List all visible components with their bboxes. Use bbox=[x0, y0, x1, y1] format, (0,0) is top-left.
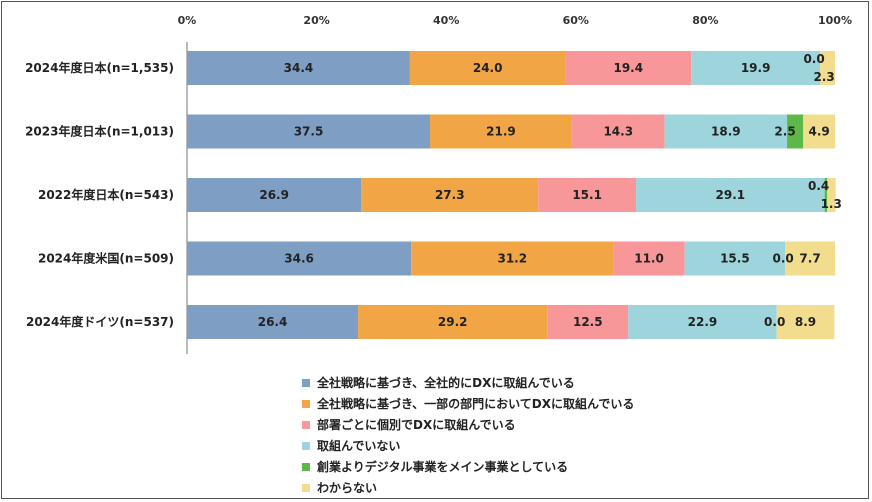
legend-label: 取組んでいない bbox=[317, 439, 401, 453]
legend-swatch bbox=[302, 399, 310, 408]
bar-segment bbox=[411, 241, 614, 276]
x-tick-label: 0% bbox=[178, 14, 197, 27]
data-label: 26.4 bbox=[258, 315, 288, 329]
bar-segment bbox=[187, 178, 362, 212]
x-tick-label: 60% bbox=[563, 14, 589, 27]
bar-segment bbox=[776, 305, 835, 339]
bar-segment bbox=[538, 178, 637, 212]
data-label: 1.3 bbox=[821, 197, 842, 211]
bar-segment bbox=[187, 305, 359, 339]
bar-segment bbox=[547, 305, 629, 339]
legend-item: 創業よりデジタル事業をメイン事業としている bbox=[302, 456, 634, 477]
legend-swatch bbox=[302, 462, 310, 471]
legend-item: わからない bbox=[302, 477, 634, 498]
legend-item: 全社戦略に基づき、一部の部門においてDXに取組んでいる bbox=[302, 393, 634, 414]
data-label: 31.2 bbox=[497, 252, 527, 266]
bar-segment bbox=[571, 114, 665, 149]
bar-segment bbox=[803, 114, 835, 149]
bar-segment bbox=[187, 51, 410, 85]
data-label: 18.9 bbox=[711, 125, 741, 139]
data-label: 27.3 bbox=[435, 188, 465, 202]
bar-segment bbox=[785, 241, 835, 276]
bar-segment bbox=[409, 51, 566, 85]
bar-segment bbox=[187, 114, 430, 149]
data-label: 4.9 bbox=[808, 125, 829, 139]
category-label: 2022年度日本(n=543) bbox=[38, 187, 174, 202]
bar-segment bbox=[613, 241, 685, 276]
data-label: 24.0 bbox=[473, 61, 503, 75]
data-label: 0.0 bbox=[764, 315, 785, 329]
bar-segment bbox=[636, 178, 825, 212]
legend-swatch bbox=[302, 420, 310, 429]
legend-label: わからない bbox=[317, 481, 378, 495]
data-label: 34.6 bbox=[284, 252, 314, 266]
category-label: 2024年度米国(n=509) bbox=[38, 251, 174, 266]
category-label: 2023年度日本(n=1,013) bbox=[25, 124, 174, 139]
data-label: 8.9 bbox=[795, 315, 816, 329]
data-label: 7.7 bbox=[799, 252, 820, 266]
bar-segment bbox=[358, 305, 548, 339]
x-tick-label: 100% bbox=[818, 14, 852, 27]
bar-segment bbox=[664, 114, 788, 149]
data-label: 22.9 bbox=[688, 315, 718, 329]
category-label: 2024年度ドイツ(n=537) bbox=[26, 314, 174, 329]
data-label: 11.0 bbox=[634, 252, 664, 266]
legend-swatch bbox=[302, 441, 310, 450]
bar-segment bbox=[824, 178, 828, 212]
legend-swatch bbox=[302, 378, 310, 387]
bar-segment bbox=[361, 178, 539, 212]
legend-item: 全社戦略に基づき、全社的にDXに取組んでいる bbox=[302, 372, 634, 393]
data-label: 0.0 bbox=[772, 252, 793, 266]
bar-segment bbox=[430, 114, 572, 149]
legend: 全社戦略に基づき、全社的にDXに取組んでいる全社戦略に基づき、一部の部門において… bbox=[302, 372, 634, 498]
x-tick-label: 20% bbox=[303, 14, 329, 27]
data-label: 29.2 bbox=[438, 315, 468, 329]
data-label: 12.5 bbox=[573, 315, 603, 329]
data-label: 34.4 bbox=[284, 61, 314, 75]
category-label: 2024年度日本(n=1,535) bbox=[25, 60, 174, 75]
data-label: 14.3 bbox=[603, 125, 633, 139]
data-label: 29.1 bbox=[716, 188, 746, 202]
legend-item: 取組んでいない bbox=[302, 435, 634, 456]
data-label: 21.9 bbox=[486, 125, 516, 139]
x-tick-label: 80% bbox=[692, 14, 718, 27]
legend-label: 創業よりデジタル事業をメイン事業としている bbox=[317, 460, 569, 474]
data-label: 15.5 bbox=[720, 252, 750, 266]
legend-label: 全社戦略に基づき、一部の部門においてDXに取組んでいる bbox=[317, 397, 635, 411]
legend-label: 全社戦略に基づき、全社的にDXに取組んでいる bbox=[317, 376, 575, 390]
data-label: 15.1 bbox=[572, 188, 602, 202]
bar-segment bbox=[787, 114, 804, 149]
data-label: 19.9 bbox=[741, 61, 771, 75]
bar-segment bbox=[691, 51, 821, 85]
data-label: 26.9 bbox=[259, 188, 289, 202]
bar-segment bbox=[684, 241, 786, 276]
bar-segment bbox=[628, 305, 777, 339]
legend-swatch bbox=[302, 483, 310, 492]
data-label: 37.5 bbox=[294, 125, 324, 139]
data-label: 19.4 bbox=[613, 61, 643, 75]
legend-label: 部署ごとに個別でDXに取組んでいる bbox=[317, 418, 516, 432]
data-label: 0.4 bbox=[808, 179, 829, 193]
data-label: 2.3 bbox=[813, 70, 834, 84]
bar-segment bbox=[187, 241, 412, 276]
x-tick-label: 40% bbox=[433, 14, 459, 27]
bar-segment bbox=[820, 51, 835, 85]
legend-item: 部署ごとに個別でDXに取組んでいる bbox=[302, 414, 634, 435]
data-label: 2.5 bbox=[774, 125, 795, 139]
bar-segment bbox=[827, 178, 836, 212]
bar-segment bbox=[565, 51, 692, 85]
data-label: 0.0 bbox=[803, 52, 824, 66]
